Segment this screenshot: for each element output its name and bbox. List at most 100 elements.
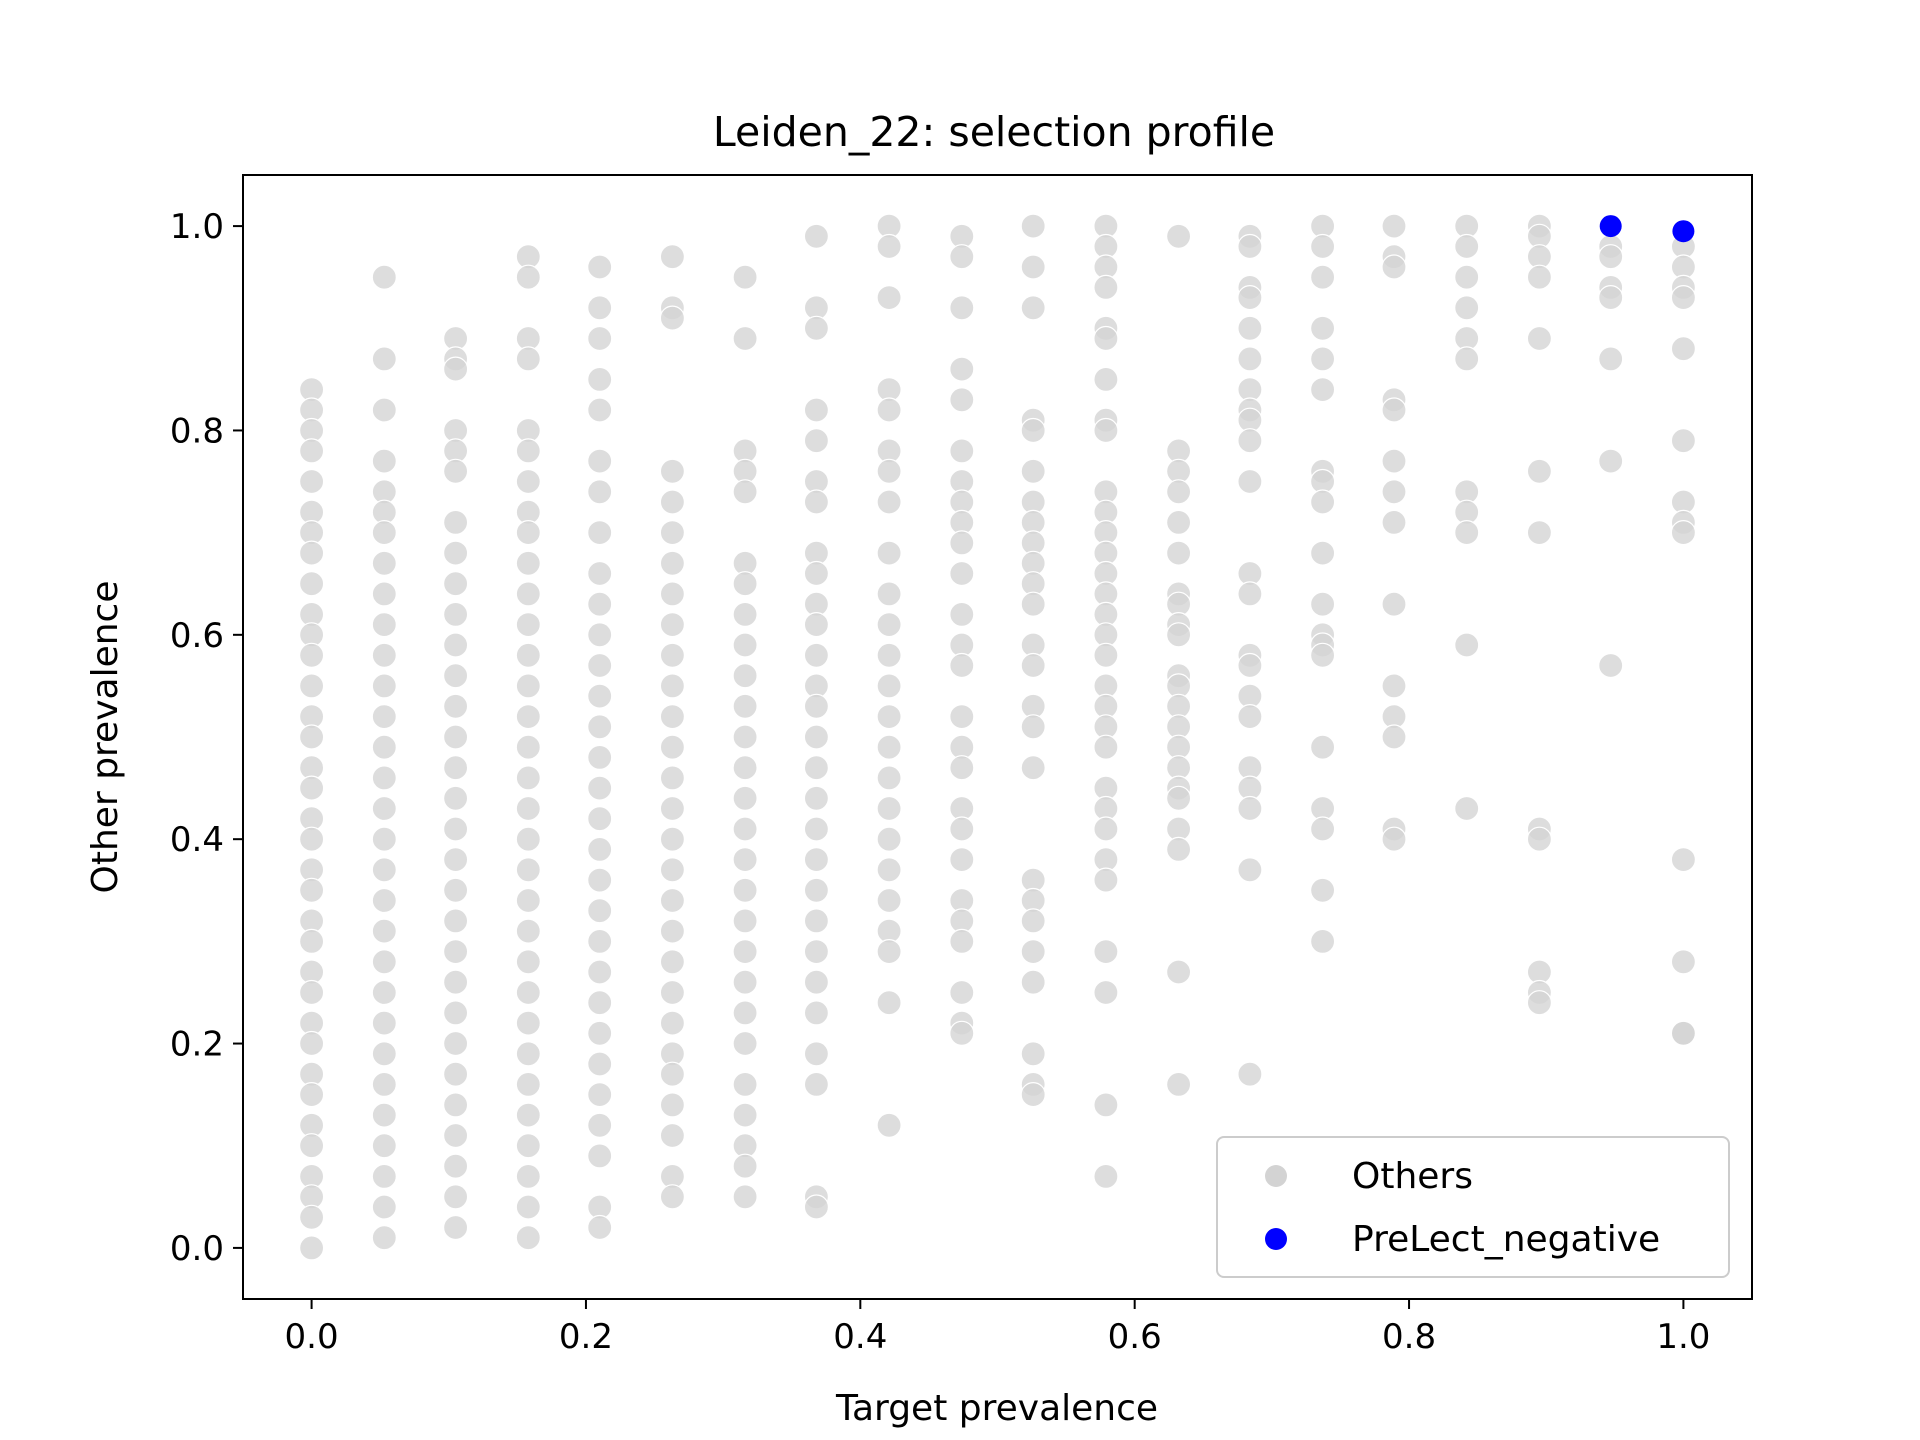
point-others <box>659 949 686 975</box>
point-others <box>587 867 613 893</box>
point-others <box>371 1102 397 1128</box>
point-others <box>587 325 613 352</box>
point-others <box>587 295 613 321</box>
point-others <box>299 468 325 495</box>
point-others <box>587 1081 613 1108</box>
point-others <box>587 560 613 587</box>
point-others <box>732 1071 758 1098</box>
point-others <box>1454 233 1480 260</box>
point-others <box>1381 826 1407 852</box>
point-others <box>515 581 541 607</box>
point-others <box>876 734 902 760</box>
point-others <box>299 540 325 566</box>
point-others <box>949 928 975 955</box>
point-others <box>1309 816 1336 842</box>
y-tick-label: 0.8 <box>170 411 224 451</box>
points-layer <box>299 213 1697 1261</box>
point-others <box>1598 285 1624 311</box>
point-others <box>1237 652 1263 679</box>
point-others <box>1093 1092 1119 1118</box>
point-others <box>1381 254 1407 280</box>
point-others <box>732 1153 758 1179</box>
point-others <box>659 1010 686 1036</box>
point-others <box>949 295 975 321</box>
point-others <box>1093 938 1119 965</box>
point-others <box>803 1194 830 1220</box>
y-axis-title: Other prevalence <box>85 581 126 894</box>
point-others <box>1020 213 1046 239</box>
point-others <box>1454 795 1480 822</box>
point-others <box>876 540 902 566</box>
point-others <box>1598 448 1624 474</box>
point-others <box>732 724 758 750</box>
point-others <box>371 346 397 372</box>
point-others <box>949 560 975 587</box>
point-others <box>1020 591 1046 617</box>
point-others <box>659 611 686 638</box>
point-others <box>587 836 613 863</box>
point-others <box>803 724 830 750</box>
point-others <box>515 1102 541 1128</box>
point-others <box>371 1010 397 1036</box>
point-others <box>1598 346 1624 372</box>
point-others <box>876 673 902 699</box>
point-others <box>1237 1061 1263 1087</box>
x-tick-label: 0.4 <box>833 1317 887 1357</box>
point-others <box>443 509 469 536</box>
point-others <box>443 458 469 484</box>
point-others <box>443 1122 469 1149</box>
point-others <box>1526 325 1553 352</box>
point-others <box>443 1184 469 1210</box>
point-others <box>1670 336 1697 362</box>
point-others <box>587 479 613 505</box>
point-others <box>732 479 758 505</box>
point-others <box>299 571 325 597</box>
point-others <box>659 765 686 791</box>
point-others <box>949 244 975 270</box>
point-others <box>1237 285 1263 311</box>
point-others <box>587 1112 613 1138</box>
legend-label-others: Others <box>1352 1156 1473 1197</box>
point-others <box>371 448 397 474</box>
point-others <box>515 264 541 290</box>
point-others <box>371 949 397 975</box>
point-others <box>1237 581 1263 607</box>
point-others <box>803 315 830 341</box>
x-tick-label: 0.2 <box>559 1317 613 1357</box>
point-others <box>949 755 975 781</box>
point-others <box>732 601 758 628</box>
point-others <box>803 1041 830 1067</box>
point-others <box>659 581 686 607</box>
point-others <box>1020 1081 1046 1108</box>
point-others <box>1165 509 1192 536</box>
point-others <box>1454 519 1480 546</box>
point-others <box>1165 836 1192 863</box>
point-others <box>876 990 902 1016</box>
point-others <box>1237 703 1263 730</box>
point-others <box>803 489 830 515</box>
point-others <box>1309 591 1336 617</box>
y-tick-label: 1.0 <box>170 207 224 247</box>
x-tick-label: 0.0 <box>285 1317 339 1357</box>
point-others <box>371 550 397 576</box>
point-others <box>1020 938 1046 965</box>
point-others <box>371 703 397 730</box>
point-others <box>299 1030 325 1057</box>
point-others <box>803 397 830 423</box>
point-others <box>587 519 613 546</box>
point-others <box>876 458 902 484</box>
point-others <box>803 428 830 454</box>
chart-title: Leiden_22: selection profile <box>713 108 1275 156</box>
point-others <box>587 1214 613 1241</box>
point-others <box>443 938 469 965</box>
point-others <box>1093 642 1119 668</box>
point-others <box>732 264 758 290</box>
point-others <box>371 734 397 760</box>
point-others <box>876 795 902 822</box>
y-tick-label: 0.0 <box>170 1229 224 1269</box>
point-others <box>1670 949 1697 975</box>
point-others <box>443 969 469 995</box>
point-others <box>443 693 469 719</box>
point-others <box>587 990 613 1016</box>
point-others <box>659 734 686 760</box>
